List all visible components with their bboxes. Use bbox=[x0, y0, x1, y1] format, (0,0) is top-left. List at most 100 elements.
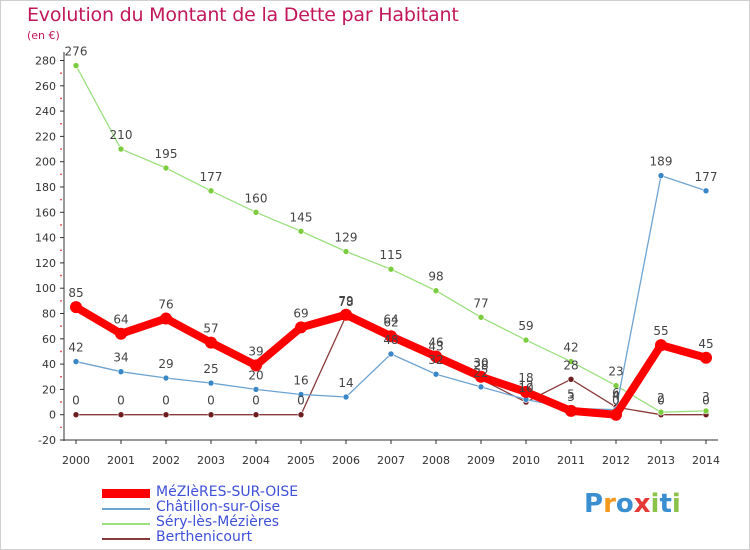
y-tick-label: 240 bbox=[35, 105, 56, 118]
y-tick-label: 100 bbox=[35, 282, 56, 295]
data-label: 3 bbox=[702, 390, 710, 404]
data-point bbox=[117, 368, 125, 375]
y-minor-tick bbox=[60, 198, 62, 201]
y-minor-tick bbox=[60, 97, 62, 100]
x-tick: 2002 bbox=[152, 440, 180, 467]
data-label: 22 bbox=[473, 366, 488, 380]
data-label: 16 bbox=[293, 373, 308, 387]
legend-swatch bbox=[102, 508, 150, 510]
data-label: 55 bbox=[653, 324, 668, 338]
data-label: 57 bbox=[203, 322, 218, 336]
y-tick: 220 bbox=[35, 122, 64, 143]
data-label: 30 bbox=[473, 356, 488, 370]
data-point bbox=[252, 209, 260, 216]
data-label: 76 bbox=[158, 298, 173, 312]
data-label: 28 bbox=[473, 358, 488, 372]
data-label: 4 bbox=[612, 389, 620, 403]
y-tick-label: 60 bbox=[42, 333, 56, 346]
y-tick-label: 200 bbox=[35, 156, 56, 169]
x-tick: 2014 bbox=[692, 440, 720, 467]
data-label: 64 bbox=[383, 313, 398, 327]
data-label: 6 bbox=[612, 386, 620, 400]
logo-letter: i bbox=[671, 489, 681, 519]
y-tick: -20 bbox=[38, 426, 64, 447]
data-label: 0 bbox=[297, 394, 305, 408]
logo-letter: r bbox=[603, 489, 616, 519]
data-label: 18 bbox=[518, 371, 533, 385]
x-tick: 2001 bbox=[107, 440, 135, 467]
y-minor-tick bbox=[60, 122, 62, 125]
y-tick-label: -20 bbox=[38, 434, 56, 447]
logo-letter: o bbox=[615, 489, 634, 519]
data-point bbox=[117, 145, 125, 153]
data-label: 195 bbox=[155, 147, 178, 161]
data-point bbox=[522, 336, 530, 344]
data-label: 189 bbox=[650, 155, 673, 169]
x-tick-label: 2005 bbox=[287, 454, 315, 467]
data-label: 48 bbox=[383, 333, 398, 347]
data-label: 0 bbox=[252, 394, 260, 408]
legend-label: Berthenicourt bbox=[156, 529, 253, 545]
data-label: 64 bbox=[113, 313, 128, 327]
x-tick-label: 2003 bbox=[197, 454, 225, 467]
data-label: 42 bbox=[68, 341, 83, 355]
data-point bbox=[475, 370, 487, 383]
y-tick-label: 260 bbox=[35, 80, 56, 93]
logo-letter: t bbox=[659, 489, 672, 519]
data-point bbox=[700, 351, 712, 364]
data-label: 32 bbox=[428, 353, 443, 367]
data-point bbox=[567, 358, 575, 365]
data-point bbox=[297, 411, 305, 419]
data-label: 28 bbox=[563, 358, 578, 372]
data-point bbox=[655, 339, 667, 352]
y-tick-label: 280 bbox=[35, 55, 56, 68]
data-point bbox=[477, 383, 485, 391]
data-point bbox=[297, 227, 305, 235]
logo-letter: i bbox=[650, 489, 660, 519]
data-label: 69 bbox=[293, 306, 308, 320]
data-label: 42 bbox=[563, 341, 578, 355]
data-point bbox=[207, 187, 215, 195]
data-label: 160 bbox=[245, 191, 268, 205]
y-tick-label: 80 bbox=[42, 308, 56, 321]
data-label: 177 bbox=[695, 170, 718, 184]
chart-title: Evolution du Montant de la Dette par Hab… bbox=[27, 4, 459, 26]
data-label: 0 bbox=[72, 394, 80, 408]
data-point bbox=[70, 301, 82, 314]
y-minor-tick bbox=[60, 299, 62, 302]
data-point bbox=[430, 350, 442, 363]
proxiti-logo: Proxiti bbox=[584, 489, 681, 519]
data-label: 0 bbox=[612, 394, 620, 408]
data-point bbox=[657, 172, 665, 179]
y-tick: 120 bbox=[35, 249, 64, 270]
x-tick: 2010 bbox=[512, 440, 540, 467]
y-minor-tick bbox=[60, 375, 62, 378]
data-label: 79 bbox=[338, 294, 353, 308]
data-point bbox=[477, 313, 485, 321]
y-tick-label: 140 bbox=[35, 232, 56, 245]
data-label: 34 bbox=[113, 351, 128, 365]
y-tick: 140 bbox=[35, 224, 64, 245]
y-minor-tick bbox=[60, 401, 62, 403]
y-tick: 240 bbox=[35, 97, 64, 118]
data-label: 59 bbox=[518, 319, 533, 333]
y-tick-label: 180 bbox=[35, 181, 56, 194]
x-tick: 2012 bbox=[602, 440, 630, 467]
y-tick: 40 bbox=[42, 350, 64, 371]
data-point bbox=[115, 327, 127, 340]
data-point bbox=[72, 411, 80, 419]
x-tick-label: 2014 bbox=[692, 454, 720, 467]
data-point bbox=[610, 408, 622, 421]
data-point bbox=[295, 321, 307, 334]
data-label: 0 bbox=[207, 394, 215, 408]
x-tick: 2005 bbox=[287, 440, 315, 467]
data-label: 29 bbox=[158, 357, 173, 371]
data-point bbox=[72, 62, 80, 69]
x-tick: 2003 bbox=[197, 440, 225, 467]
data-label: 46 bbox=[428, 336, 443, 350]
x-tick-label: 2009 bbox=[467, 454, 495, 467]
